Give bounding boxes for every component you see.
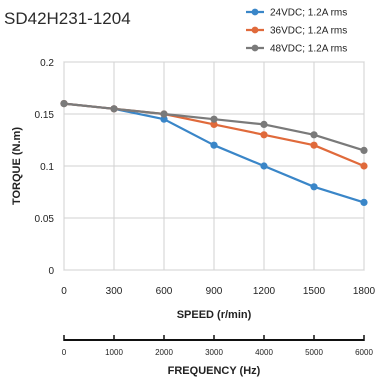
data-point (260, 162, 268, 170)
frequency-tick-label: 0 (62, 348, 67, 357)
data-point (310, 141, 318, 149)
x-tick-label: 1500 (303, 286, 326, 297)
y-tick-label: 0.1 (40, 162, 54, 173)
data-point (310, 131, 318, 139)
y-tick-label: 0 (48, 266, 54, 277)
data-point (310, 183, 318, 191)
data-point (360, 162, 368, 170)
data-point (110, 105, 118, 113)
data-point (360, 146, 368, 154)
x-axis-ticks: 0 300 600 900 1200 1500 1800 (61, 286, 375, 297)
legend-marker-1 (251, 8, 259, 16)
frequency-axis: 0 1000 2000 3000 4000 5000 6000 (62, 335, 373, 357)
x-tick-label: 900 (206, 286, 223, 297)
frequency-tick-label: 3000 (205, 348, 223, 357)
legend-label-3: 48VDC; 1.2A rms (270, 44, 347, 55)
legend-label-2: 36VDC; 1.2A rms (270, 26, 347, 37)
x-tick-label: 0 (61, 286, 67, 297)
data-point (360, 198, 368, 206)
chart-title: SD42H231-1204 (4, 9, 131, 28)
y-axis-ticks: 0 0.05 0.1 0.15 0.2 (35, 58, 55, 277)
y-tick-label: 0.2 (40, 58, 54, 69)
frequency-tick-label: 4000 (255, 348, 273, 357)
frequency-tick-label: 6000 (355, 348, 373, 357)
y-tick-label: 0.05 (35, 214, 55, 225)
y-tick-label: 0.15 (35, 110, 55, 121)
data-point (210, 141, 218, 149)
x-tick-label: 300 (106, 286, 123, 297)
legend-marker-2 (251, 26, 259, 34)
data-point (210, 115, 218, 123)
frequency-tick-label: 1000 (105, 348, 123, 357)
data-point (60, 100, 68, 108)
legend-marker-3 (251, 44, 259, 52)
series-points (60, 100, 368, 206)
data-point (260, 131, 268, 139)
legend-label-1: 24VDC; 1.2A rms (270, 8, 347, 19)
y-axis-label: TORQUE (N.m) (11, 127, 23, 205)
x-axis-label: SPEED (r/min) (177, 309, 252, 321)
data-point (210, 120, 218, 128)
x-tick-label: 600 (156, 286, 173, 297)
x-tick-label: 1800 (353, 286, 376, 297)
legend: 24VDC; 1.2A rms 36VDC; 1.2A rms 48VDC; 1.2… (246, 8, 347, 55)
frequency-tick-label: 5000 (305, 348, 323, 357)
data-point (160, 115, 168, 123)
frequency-tick-label: 2000 (155, 348, 173, 357)
data-point (160, 110, 168, 118)
x-tick-label: 1200 (253, 286, 276, 297)
data-point (260, 120, 268, 128)
frequency-axis-label: FREQUENCY (Hz) (168, 365, 261, 377)
